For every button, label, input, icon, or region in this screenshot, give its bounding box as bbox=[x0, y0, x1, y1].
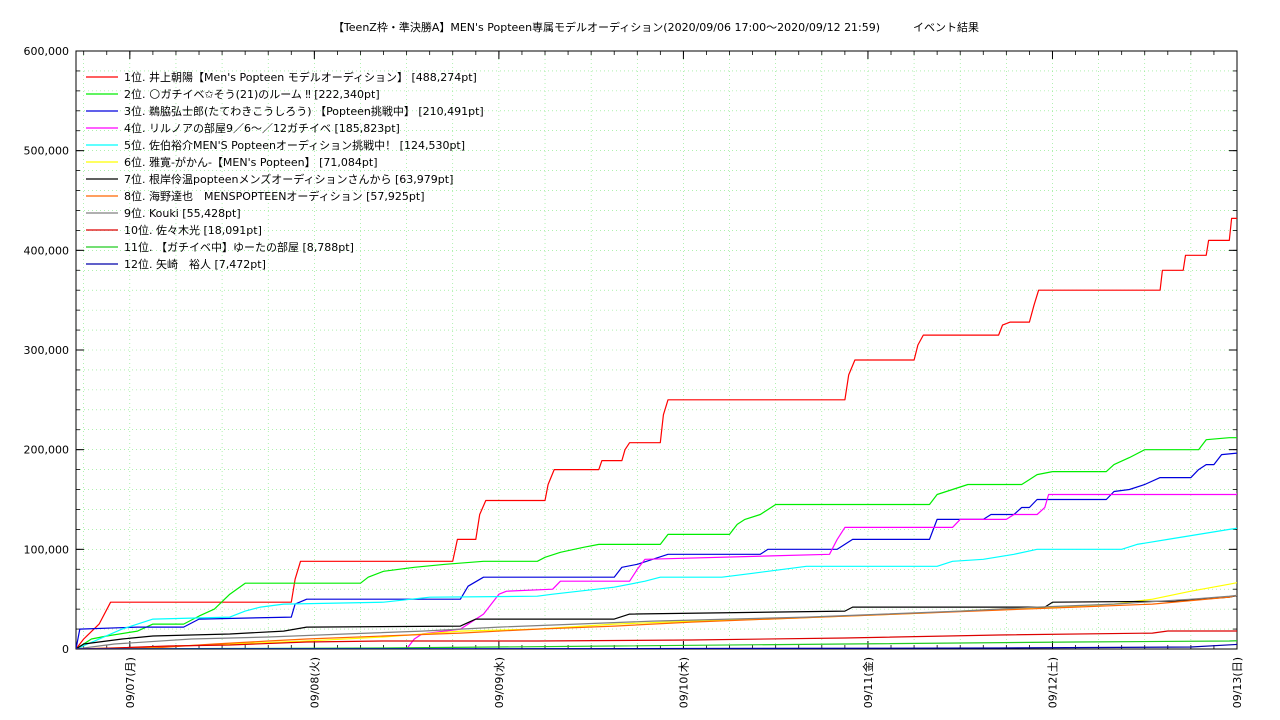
y-tick-label: 200,000 bbox=[24, 444, 70, 457]
legend-entry: 11位. 【ガチイベ中】ゆーたの部屋 [8,788pt] bbox=[124, 240, 354, 254]
legend-entry: 7位. 根岸伶温popteenメンズオーディションさんから [63,979pt] bbox=[124, 172, 453, 186]
x-tick-label: 09/12(土) bbox=[1046, 657, 1059, 708]
series-line-3 bbox=[76, 452, 1237, 649]
y-tick-label: 600,000 bbox=[24, 45, 70, 58]
y-tick-label: 400,000 bbox=[24, 244, 70, 257]
series-line-9 bbox=[76, 594, 1237, 649]
legend: 1位. 井上朝陽【Men's Popteen モデルオーディション】 [488,… bbox=[86, 70, 484, 271]
series-line-12 bbox=[76, 643, 1237, 649]
series-line-5 bbox=[76, 527, 1237, 649]
series-line-7 bbox=[76, 595, 1237, 649]
x-tick-label: 09/09(水) bbox=[493, 657, 506, 708]
legend-entry: 5位. 佐伯裕介MEN'S Popteenオーディション挑戦中！ [124,53… bbox=[124, 138, 465, 152]
legend-entry: 2位. 🌕ガチイベ✩そう(21)のルーム ‼ [222,340pt] bbox=[124, 87, 380, 101]
series-line-2 bbox=[76, 437, 1237, 649]
x-tick-label: 09/11(金) bbox=[861, 657, 875, 708]
y-tick-label: 300,000 bbox=[24, 344, 70, 357]
y-tick-label: 100,000 bbox=[24, 543, 70, 556]
series-line-8 bbox=[76, 594, 1237, 649]
legend-entry: 12位. 矢崎 裕人 [7,472pt] bbox=[124, 257, 266, 271]
legend-entry: 6位. 雅寛-がかん-【MEN's Popteen】 [71,084pt] bbox=[124, 155, 378, 169]
series-line-10 bbox=[76, 630, 1237, 649]
chart-title: 【TeenZ枠・準決勝A】MEN's Popteen専属モデルオーディション(2… bbox=[332, 21, 980, 34]
legend-entry: 8位. 海野達也 MENSPOPTEENオーディション [57,925pt] bbox=[124, 189, 425, 203]
legend-entry: 10位. 佐々木光 [18,091pt] bbox=[124, 223, 262, 237]
legend-entry: 3位. 鵜脇弘士郎(たてわきこうしろう) 【Popteen挑戦中】 [210,4… bbox=[124, 104, 484, 118]
y-tick-label: 500,000 bbox=[24, 145, 70, 158]
legend-entry: 4位. リルノアの部屋9／6〜／12ガチイベ [185,823pt] bbox=[124, 121, 400, 135]
x-tick-label: 09/10(木) bbox=[677, 657, 690, 708]
legend-entry: 1位. 井上朝陽【Men's Popteen モデルオーディション】 [488,… bbox=[124, 70, 477, 84]
series-line-4 bbox=[76, 492, 1237, 649]
legend-entry: 9位. Kouki [55,428pt] bbox=[124, 206, 241, 220]
x-tick-label: 09/08(火) bbox=[308, 657, 321, 708]
y-tick-label: 0 bbox=[62, 643, 69, 656]
series-lines bbox=[76, 217, 1237, 649]
grid bbox=[76, 51, 1237, 649]
series-line-1 bbox=[76, 217, 1237, 649]
x-tick-label: 09/13(日) bbox=[1231, 657, 1244, 708]
x-tick-label: 09/07(月) bbox=[124, 657, 137, 708]
